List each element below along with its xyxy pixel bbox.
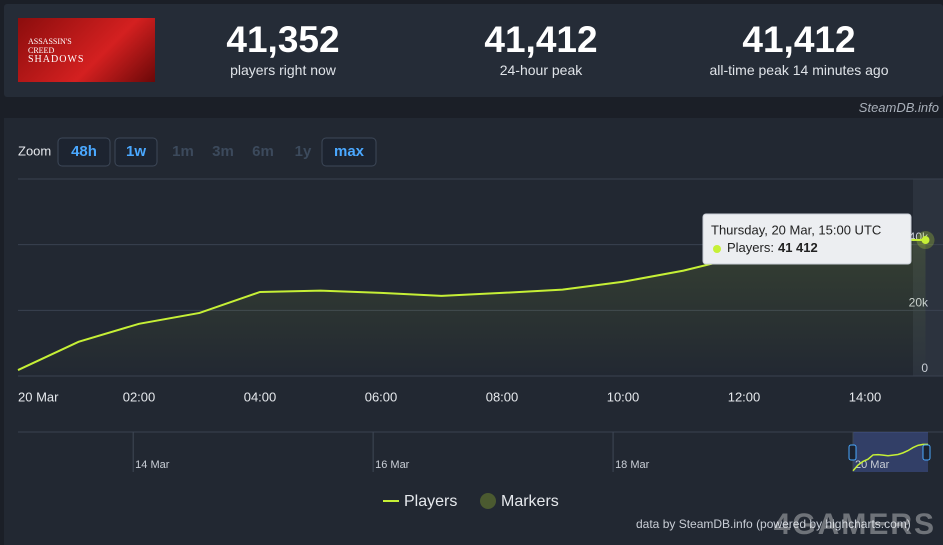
tooltip bbox=[702, 213, 912, 265]
tooltip-value: 41 412 bbox=[778, 240, 818, 255]
logo-text: SHADOWS bbox=[28, 53, 85, 65]
stat: 41,412 24-hour peak bbox=[411, 19, 671, 79]
zoom-button-label[interactable]: 1y bbox=[295, 143, 312, 160]
zoom-button[interactable] bbox=[321, 137, 377, 167]
x-tick-label: 14:00 bbox=[849, 389, 882, 404]
navigator-handle[interactable] bbox=[922, 444, 931, 461]
stat-label: all-time peak 14 minutes ago bbox=[709, 62, 889, 78]
tooltip-title: Thursday, 20 Mar, 15:00 UTC bbox=[711, 222, 881, 237]
tooltip-series: Players: bbox=[727, 240, 774, 255]
stat: 41,352 players right now bbox=[153, 19, 413, 79]
zoom-button-label[interactable]: 6m bbox=[252, 143, 274, 160]
zoom-button-label[interactable]: 1w bbox=[126, 143, 146, 160]
stat-value: 41,352 bbox=[226, 19, 340, 60]
stat-value: 41,412 bbox=[742, 19, 856, 60]
logo-text: CREED bbox=[28, 45, 55, 55]
zoom-button-label[interactable]: 48h bbox=[71, 143, 97, 160]
x-tick-label: 02:00 bbox=[123, 389, 156, 404]
game-logo: ASSASSIN'S CREED SHADOWS bbox=[18, 18, 155, 82]
stat-value: 41,412 bbox=[484, 19, 598, 60]
stat-label: players right now bbox=[230, 62, 336, 78]
watermark: 4GAMERS bbox=[774, 508, 936, 541]
navigator-mask bbox=[853, 432, 928, 472]
legend-label[interactable]: Players bbox=[404, 493, 457, 510]
legend-label[interactable]: Markers bbox=[501, 493, 559, 510]
zoom-button-label[interactable]: 1m bbox=[172, 143, 194, 160]
tooltip-dot bbox=[713, 245, 721, 253]
site-link[interactable]: SteamDB.info bbox=[858, 100, 939, 115]
navigator-label: 16 Mar bbox=[375, 459, 410, 471]
zoom-label: Zoom bbox=[18, 143, 51, 158]
navigator-line bbox=[852, 443, 929, 472]
stat: 41,412 all-time peak 14 minutes ago bbox=[669, 19, 929, 79]
zoom-button-label[interactable]: max bbox=[334, 143, 365, 160]
zoom-button[interactable] bbox=[57, 137, 111, 167]
x-tick-label: 20 Mar bbox=[18, 389, 59, 404]
navigator-handle[interactable] bbox=[848, 444, 857, 461]
navigator-label: 20 Mar bbox=[855, 459, 890, 471]
logo-text: ASSASSIN'S bbox=[28, 36, 72, 46]
x-tick-label: 06:00 bbox=[365, 389, 398, 404]
credit: data by SteamDB.info (powered by highcha… bbox=[636, 517, 911, 531]
stats-card: ASSASSIN'S CREED SHADOWS 41,352 players r… bbox=[4, 4, 943, 97]
x-tick-label: 10:00 bbox=[607, 389, 640, 404]
zoom-button-label[interactable]: 3m bbox=[212, 143, 234, 160]
navigator-label: 14 Mar bbox=[135, 459, 170, 471]
hover-point bbox=[921, 236, 930, 245]
x-tick-label: 04:00 bbox=[244, 389, 277, 404]
zoom-button[interactable] bbox=[114, 137, 158, 167]
x-tick-label: 12:00 bbox=[728, 389, 761, 404]
legend-marker bbox=[480, 493, 496, 509]
x-tick-label: 08:00 bbox=[486, 389, 519, 404]
stat-label: 24-hour peak bbox=[499, 62, 583, 78]
tooltip-body: Players: 41 412 bbox=[727, 240, 818, 255]
navigator-label: 18 Mar bbox=[615, 459, 650, 471]
area bbox=[18, 239, 926, 376]
